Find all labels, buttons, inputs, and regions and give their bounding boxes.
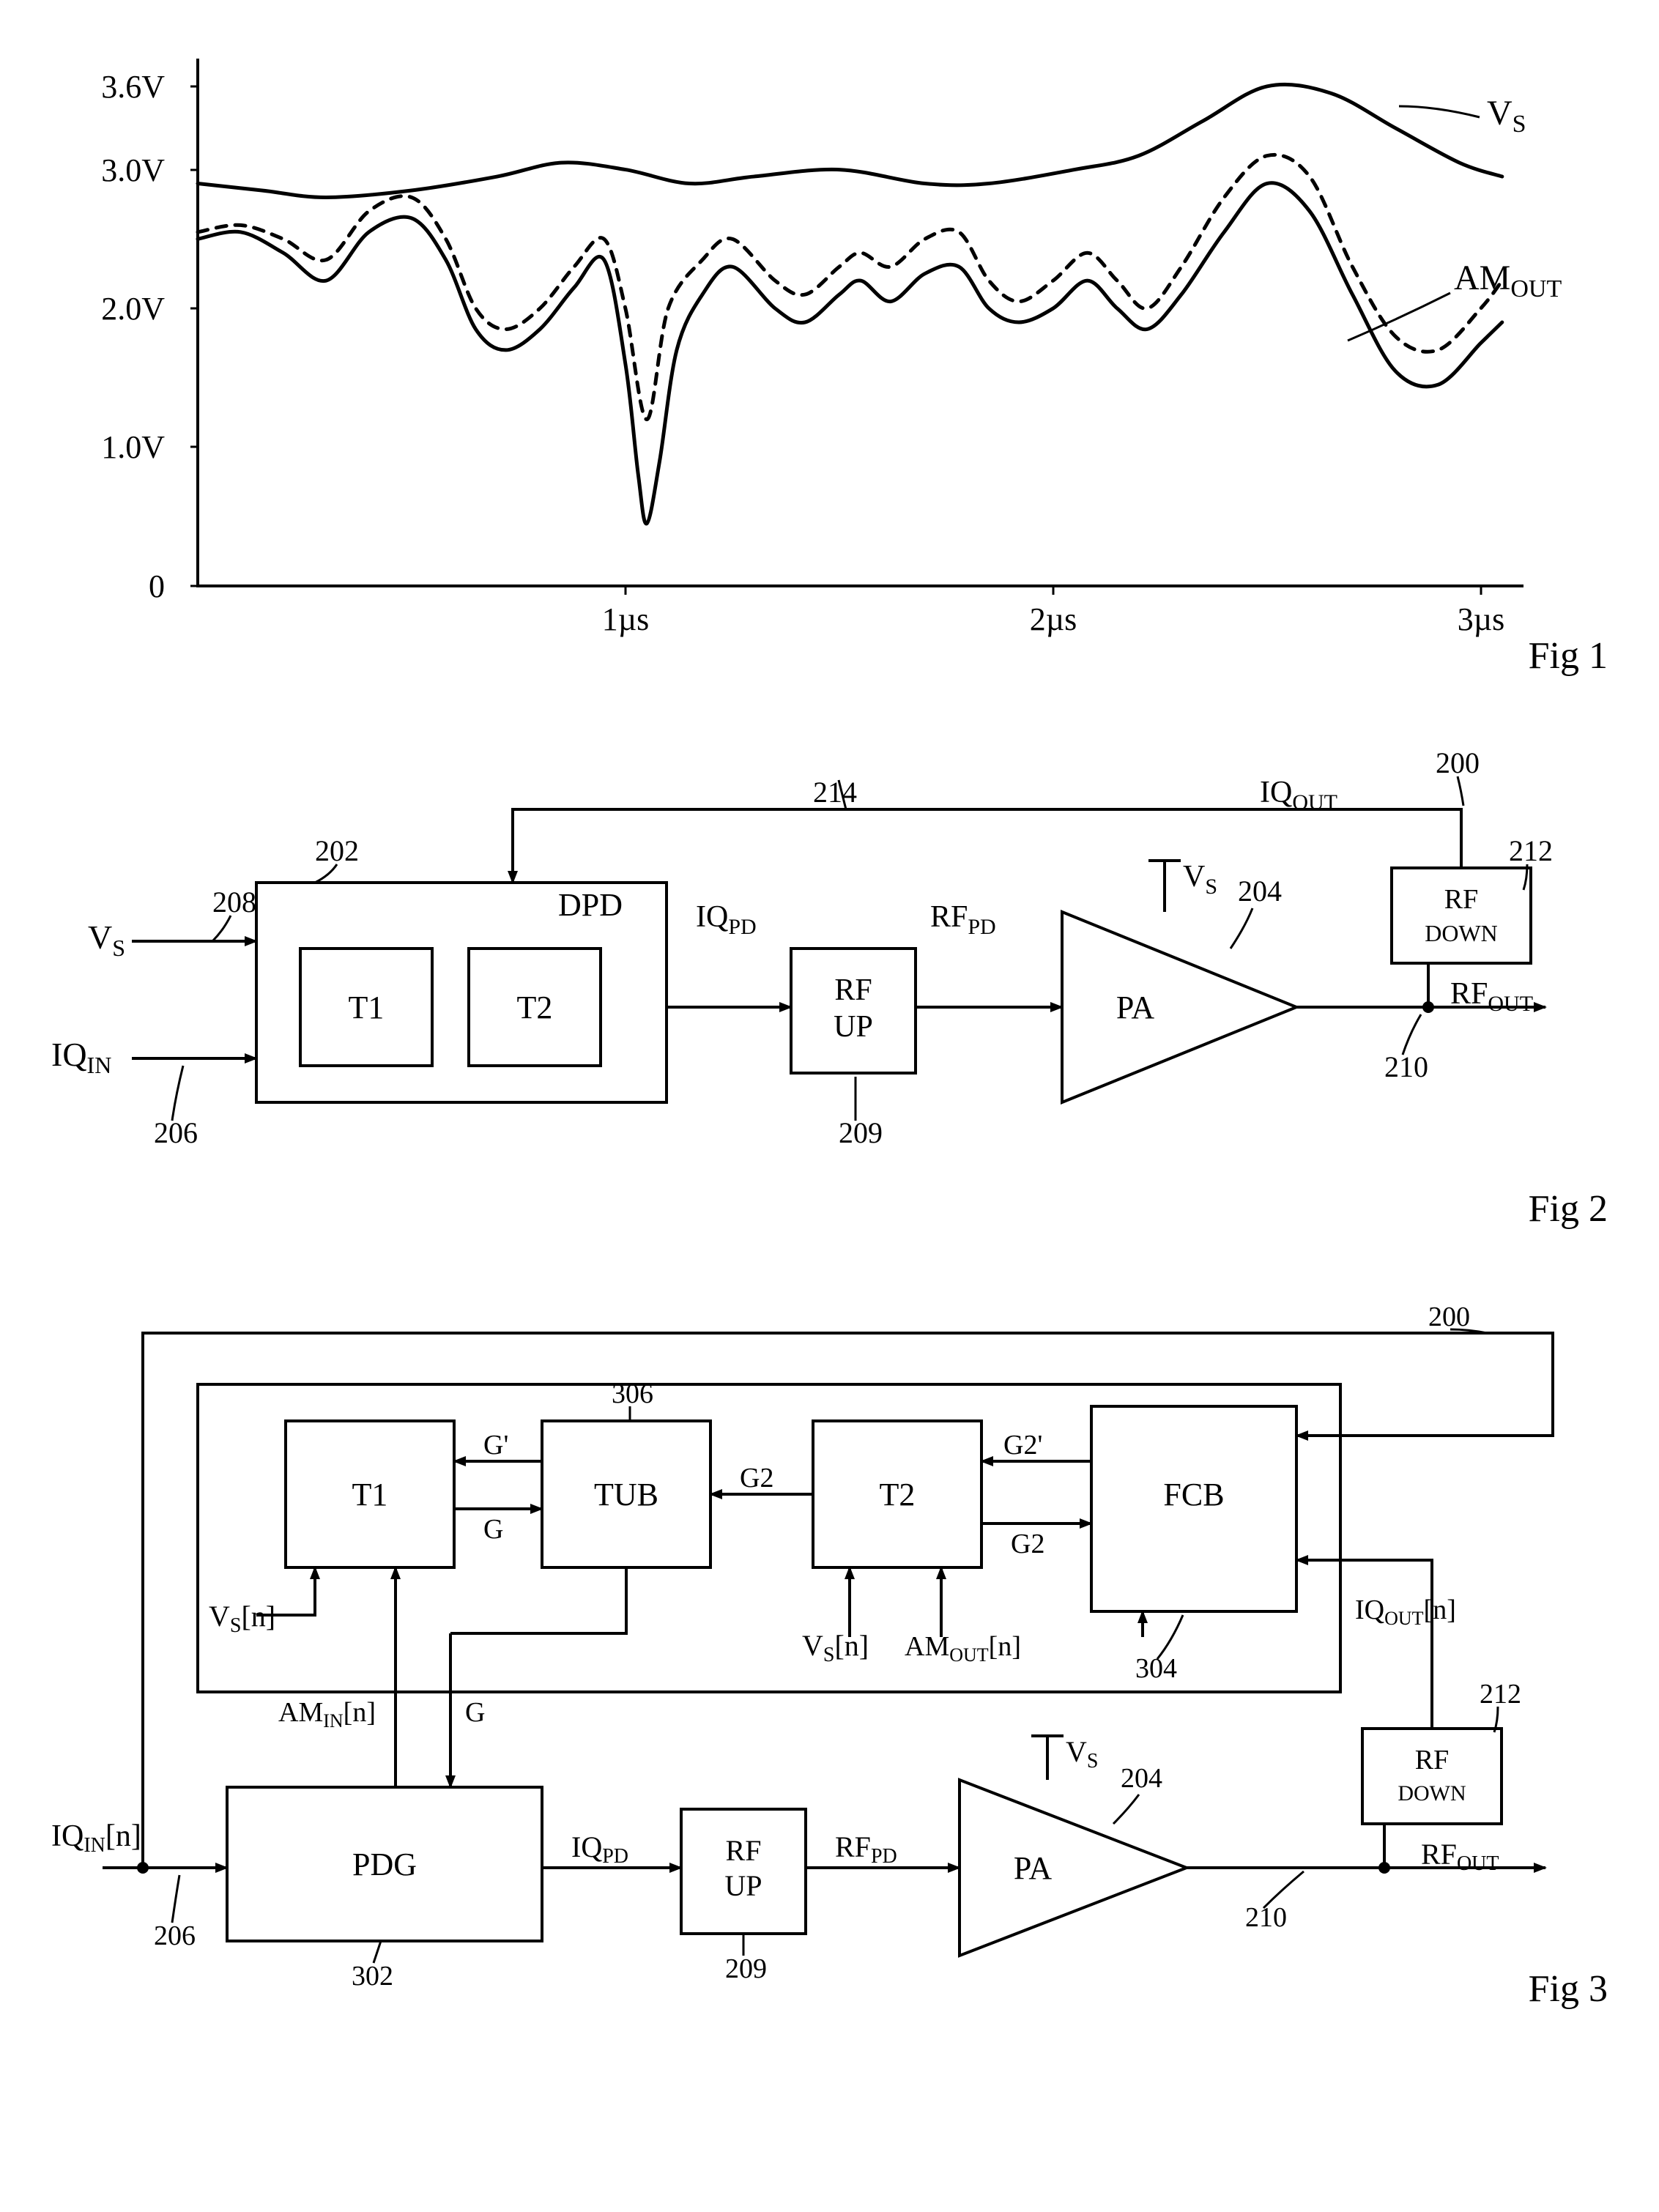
t2-label: T2 (517, 990, 553, 1025)
fig3-diagram: T1 TUB T2 FCB PDG RF UP PA RF DOWN G' G … (44, 1289, 1582, 2007)
ref-210: 210 (1384, 1050, 1428, 1083)
sig-iqpd-3: IQPD (571, 1830, 628, 1868)
ref-212-3: 212 (1480, 1679, 1521, 1710)
figure-1: 0 1.0V 2.0V 3.0V 3.6V 1µs 2µs 3µs VS AMO… (44, 29, 1615, 670)
block-pa (1062, 912, 1296, 1102)
ref-306: 306 (612, 1378, 653, 1409)
ref-302: 302 (352, 1961, 393, 1992)
t1-label: T1 (349, 990, 385, 1025)
sig-iqpd: IQPD (696, 900, 757, 939)
rfdown-l1: RF (1444, 884, 1478, 915)
fig1-chart: 0 1.0V 2.0V 3.0V 3.6V 1µs 2µs 3µs VS AMO… (44, 29, 1582, 667)
sig-vsn-b: VS[n] (802, 1629, 869, 1666)
block-rfdown (1392, 868, 1531, 963)
sig-rfout-3: RFOUT (1421, 1838, 1499, 1875)
xtick-1: 1µs (602, 601, 649, 637)
ref-206: 206 (154, 1116, 198, 1149)
fig1-caption: Fig 1 (1529, 634, 1608, 678)
fcb-label: FCB (1163, 1477, 1224, 1513)
figure-2: DPD T1 T2 RF UP PA RF DOWN VS IQIN IQPD … (44, 729, 1615, 1231)
figure-3: T1 TUB T2 FCB PDG RF UP PA RF DOWN G' G … (44, 1289, 1615, 2011)
ref-304: 304 (1135, 1653, 1177, 1684)
sig-iq-in: IQIN (51, 1036, 111, 1078)
sig-g2-a: G2 (740, 1463, 773, 1493)
sig-iqout: IQOUT (1260, 776, 1337, 814)
fig3-caption: Fig 3 (1529, 1967, 1608, 2011)
fig2-diagram: DPD T1 T2 RF UP PA RF DOWN VS IQIN IQPD … (44, 729, 1582, 1227)
sig-rfpd-3: RFPD (835, 1830, 897, 1868)
vs-label: VS (1487, 94, 1526, 138)
sig-rfpd: RFPD (930, 900, 996, 939)
sig-vs-top: VS (1183, 860, 1217, 899)
block-rfdown-3 (1362, 1729, 1502, 1824)
ref-204: 204 (1238, 875, 1282, 908)
sig-g2p: G2' (1003, 1430, 1042, 1461)
ref-204-3: 204 (1121, 1763, 1162, 1794)
ref-206-3: 206 (154, 1920, 196, 1951)
sig-g2-b: G2 (1011, 1529, 1044, 1559)
rfup-l2-3: UP (724, 1869, 762, 1902)
ref-209: 209 (839, 1116, 883, 1149)
sig-iqin-3: IQIN[n] (51, 1819, 141, 1857)
ytick-1: 1.0V (101, 429, 165, 465)
pa-label: PA (1116, 990, 1154, 1025)
sig-g-down: G (465, 1697, 485, 1728)
dpd-label: DPD (558, 887, 623, 923)
ytick-2: 2.0V (101, 291, 165, 327)
ref-200-3: 200 (1428, 1302, 1470, 1332)
ytick-4: 3.6V (101, 69, 165, 105)
ref-209-3: 209 (725, 1953, 767, 1984)
rfup-l2: UP (834, 1010, 873, 1044)
rfdown-l2: DOWN (1425, 920, 1498, 946)
ytick-0: 0 (149, 568, 165, 604)
sig-vs-top-3: VS (1066, 1735, 1098, 1773)
rfdown-l1-3: RF (1415, 1745, 1449, 1775)
rfup-l1-3: RF (726, 1834, 762, 1867)
fig2-caption: Fig 2 (1529, 1187, 1608, 1231)
xtick-3: 3µs (1458, 601, 1504, 637)
ref-212: 212 (1509, 834, 1553, 867)
pa-label-3: PA (1014, 1850, 1052, 1886)
ref-202: 202 (315, 834, 359, 867)
sig-gp: G' (483, 1430, 508, 1461)
x-axis: 1µs 2µs 3µs (602, 586, 1504, 637)
ref-208: 208 (212, 886, 256, 918)
pdg-label: PDG (352, 1847, 417, 1882)
ytick-3: 3.0V (101, 152, 165, 188)
sig-g: G (483, 1514, 503, 1545)
series-amout (198, 183, 1502, 524)
ref-214: 214 (813, 776, 857, 809)
amout-label: AMOUT (1454, 259, 1562, 303)
xtick-2: 2µs (1030, 601, 1077, 637)
sig-amin: AMIN[n] (278, 1697, 376, 1732)
t2-label-3: T2 (880, 1477, 916, 1513)
sig-rfout: RFOUT (1450, 977, 1533, 1016)
t1-label-3: T1 (352, 1477, 388, 1513)
y-axis: 0 1.0V 2.0V 3.0V 3.6V (101, 69, 198, 604)
sig-iqout-3: IQOUT[n] (1355, 1595, 1456, 1629)
sig-vs-in: VS (88, 918, 125, 961)
rfdown-l2-3: DOWN (1398, 1781, 1466, 1805)
series-vs (198, 84, 1502, 197)
sig-vsn-a: VS[n] (209, 1600, 275, 1637)
ref-200: 200 (1436, 746, 1480, 779)
rfup-l1: RF (834, 973, 872, 1007)
tub-label: TUB (594, 1477, 658, 1513)
block-pa-3 (960, 1780, 1187, 1956)
